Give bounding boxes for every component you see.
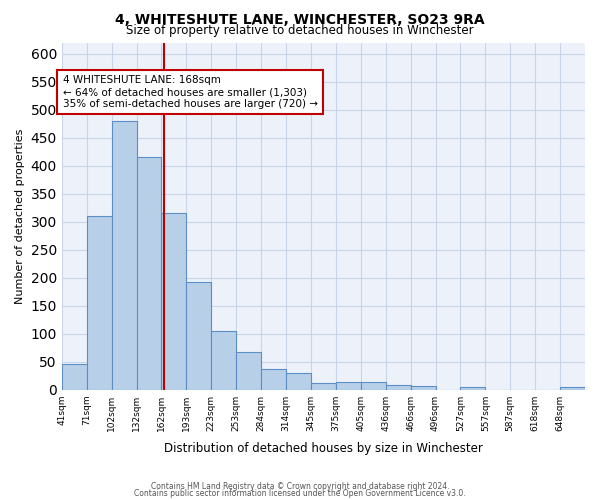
Y-axis label: Number of detached properties: Number of detached properties	[15, 128, 25, 304]
Text: Contains HM Land Registry data © Crown copyright and database right 2024.: Contains HM Land Registry data © Crown c…	[151, 482, 449, 491]
Bar	[336, 382, 361, 390]
Text: Contains public sector information licensed under the Open Government Licence v3: Contains public sector information licen…	[134, 489, 466, 498]
Bar	[361, 382, 386, 390]
Bar	[460, 387, 485, 390]
Text: 4 WHITESHUTE LANE: 168sqm
← 64% of detached houses are smaller (1,303)
35% of se: 4 WHITESHUTE LANE: 168sqm ← 64% of detac…	[62, 76, 317, 108]
Bar	[286, 373, 311, 390]
Text: Size of property relative to detached houses in Winchester: Size of property relative to detached ho…	[126, 24, 474, 37]
Bar	[261, 369, 286, 390]
X-axis label: Distribution of detached houses by size in Winchester: Distribution of detached houses by size …	[164, 442, 483, 455]
Bar	[560, 387, 585, 390]
Bar	[87, 216, 112, 390]
Bar	[187, 282, 211, 390]
Bar	[112, 121, 137, 390]
Bar	[137, 158, 161, 390]
Bar	[386, 385, 410, 390]
Bar	[62, 364, 87, 390]
Bar	[311, 383, 336, 390]
Text: 4, WHITESHUTE LANE, WINCHESTER, SO23 9RA: 4, WHITESHUTE LANE, WINCHESTER, SO23 9RA	[115, 12, 485, 26]
Bar	[236, 352, 261, 390]
Bar	[211, 331, 236, 390]
Bar	[161, 214, 187, 390]
Bar	[410, 386, 436, 390]
